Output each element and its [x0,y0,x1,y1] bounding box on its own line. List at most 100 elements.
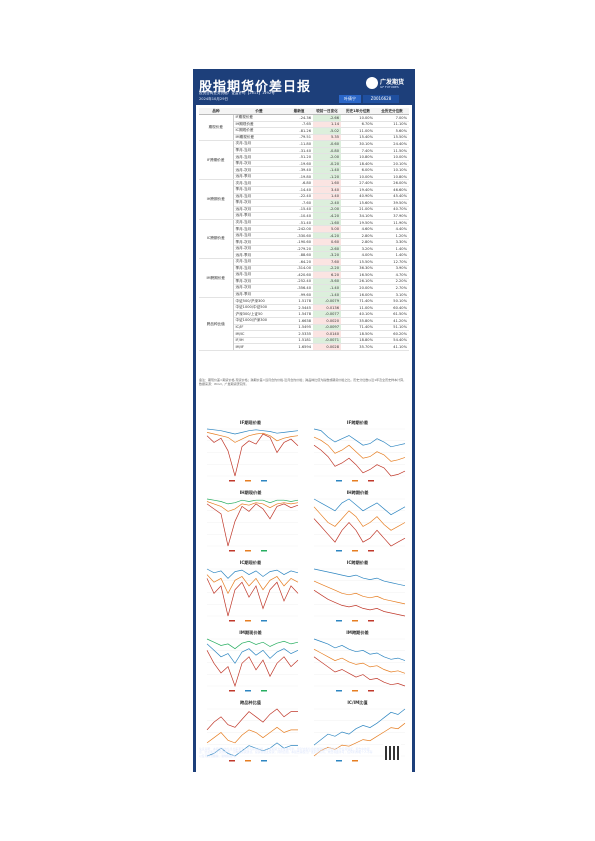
table-cell: 6.00% [341,166,375,174]
table-row: 远月-当月 -22.40 1.40 40.90% 45.40% [199,193,409,201]
chart-title: IF跨期价差 [346,420,369,425]
table-cell: 51.10% [375,324,409,332]
table-cell: 30.10% [341,140,375,148]
table-cell: 16.50% [341,271,375,279]
row-label: 季月-当月 [233,225,285,233]
table-cell: 60.20% [375,330,409,338]
table-cell: 27.40% [341,179,375,187]
legend-swatch [229,690,235,692]
chart-title: IF期现价差 [239,420,262,425]
table-cell: 10.10% [375,166,409,174]
table-cell: -11.80 [285,140,313,148]
table-cell: -356.40 [285,284,313,292]
table-cell: 1.40% [375,251,409,259]
table-cell: 35.70% [341,343,375,351]
series-line [313,638,406,661]
table-cell: 71.40% [341,324,375,332]
table-cell: 46.60% [375,186,409,194]
row-label: IC期现价差 [233,127,285,135]
column-header: 较前一日变化 [313,108,341,115]
table-cell: -279.20 [285,245,313,253]
table-row: 远月-季月 -10.40 -4.20 34.10% 37.90% [199,212,409,220]
qr-code-icon [383,744,401,762]
table-cell: -0.0097 [313,324,341,332]
table-cell: 18.50% [341,330,375,338]
table-row: 远月-次月 -279.20 -2.60 3.20% 1.40% [199,245,409,253]
row-label: 远月-次月 [233,206,285,214]
table-cell: -1.40 [313,166,341,174]
table-row: 季月-次月 -7.60 -2.40 15.60% 39.50% [199,199,409,207]
table-cell: 2.70% [375,284,409,292]
group-label: 跨品种比值 [199,297,234,351]
table-cell: -5.02 [313,127,341,135]
table-cell: 0.0020 [313,317,341,325]
table-cell: 45.40% [375,193,409,201]
table-row: IF跨期价差 次月-当月 -11.80 -0.60 30.10% 24.40% [199,140,409,181]
table-cell: 10.00% [341,114,375,122]
table-row: 远月-当月 -51.20 -2.00 10.80% 10.00% [199,153,409,161]
table-row: 远月-当月 -330.60 -4.20 2.80% 1.20% [199,232,409,240]
group-label: IF跨期价差 [199,140,234,181]
spread-table: 品种 价差 最新值 较前一日变化 历史1年分位数 全历史分位数 期现价差 IF期现价差 -2… [199,108,409,351]
table-cell: -3.20 [313,251,341,259]
chart-panel: IM期现价差 [199,630,302,698]
legend-swatch [336,550,342,552]
legend-swatch [245,480,251,482]
table-cell: 20.00% [341,284,375,292]
legend-swatch [368,690,374,692]
row-label: IF/IH [233,337,285,345]
legend-swatch [336,760,342,762]
series-line [313,436,406,462]
table-cell: -5.60 [313,278,341,286]
table-cell: 2.20% [375,278,409,286]
group-label: IH跨期价差 [199,179,234,220]
table-cell: 3.90% [375,265,409,273]
legend-swatch [229,620,235,622]
table-cell: 41.20% [375,317,409,325]
table-cell: 4.60% [341,225,375,233]
table-cell: 1.5478 [285,310,313,318]
series-line [313,444,406,477]
table-row: 中证1000/沪深300 1.6638 0.0020 35.80% 41.20% [199,317,409,325]
row-label: 中证1000/沪深300 [233,317,285,325]
table-cell: -79.51 [285,134,313,142]
table-cell: 5.60% [375,127,409,135]
table-row: IH期现价差 -7.65 1.14 6.70% 11.10% [199,121,409,129]
table-cell: 1.5181 [285,337,313,345]
table-cell: 35.80% [341,317,375,325]
legend-swatch [229,550,235,552]
table-cell: 41.10% [375,343,409,351]
series-line [206,638,299,650]
series-line [313,708,406,746]
table-cell: 10.00% [341,173,375,181]
legend-swatch [261,690,267,692]
row-label: 季月-次月 [233,238,285,246]
row-label: 远月-季月 [233,212,285,220]
row-label: 季月-当月 [233,265,285,273]
table-cell: -22.40 [285,193,313,201]
table-cell: -1.40 [313,284,341,292]
column-header: 品种 [199,108,233,115]
table-row: IF/IH 1.5181 -0.0071 18.80% 54.40% [199,337,409,345]
series-line [313,506,406,531]
table-body: 期现价差 IF期现价差 -24.36 -2.66 10.00% 7.00% IH期现价差 -7… [199,114,409,351]
row-label: 季月-当月 [233,147,285,155]
table-cell: -2.40 [313,199,341,207]
table-cell: 5.35 [313,134,341,142]
legend-swatch [261,620,267,622]
row-label: 远月-当月 [233,271,285,279]
table-cell: 1.40% [375,245,409,253]
table-cell: 18.40% [341,160,375,168]
legend-swatch [352,550,358,552]
table-cell: 6.70% [341,121,375,129]
table-cell: 54.40% [375,337,409,345]
disclaimer: 免责声明：本报告中的信息均来源于公开可获得资料，广发期货力求准确可靠，但对这些信… [199,747,373,758]
table-cell: 1.40 [313,193,341,201]
report-card: 股指期货价差日报 广发期货 GF FUTURES 投资咨询业务资格：证监许可【2… [193,69,415,791]
series-line [313,518,406,547]
column-header: 全历史分位数 [375,108,409,115]
legend-swatch [261,550,267,552]
table-cell: 11.00% [341,304,375,312]
series-line [206,432,299,443]
table-row: 中证1000/中证500 2.5445 0.0136 11.00% 60.40% [199,304,409,312]
